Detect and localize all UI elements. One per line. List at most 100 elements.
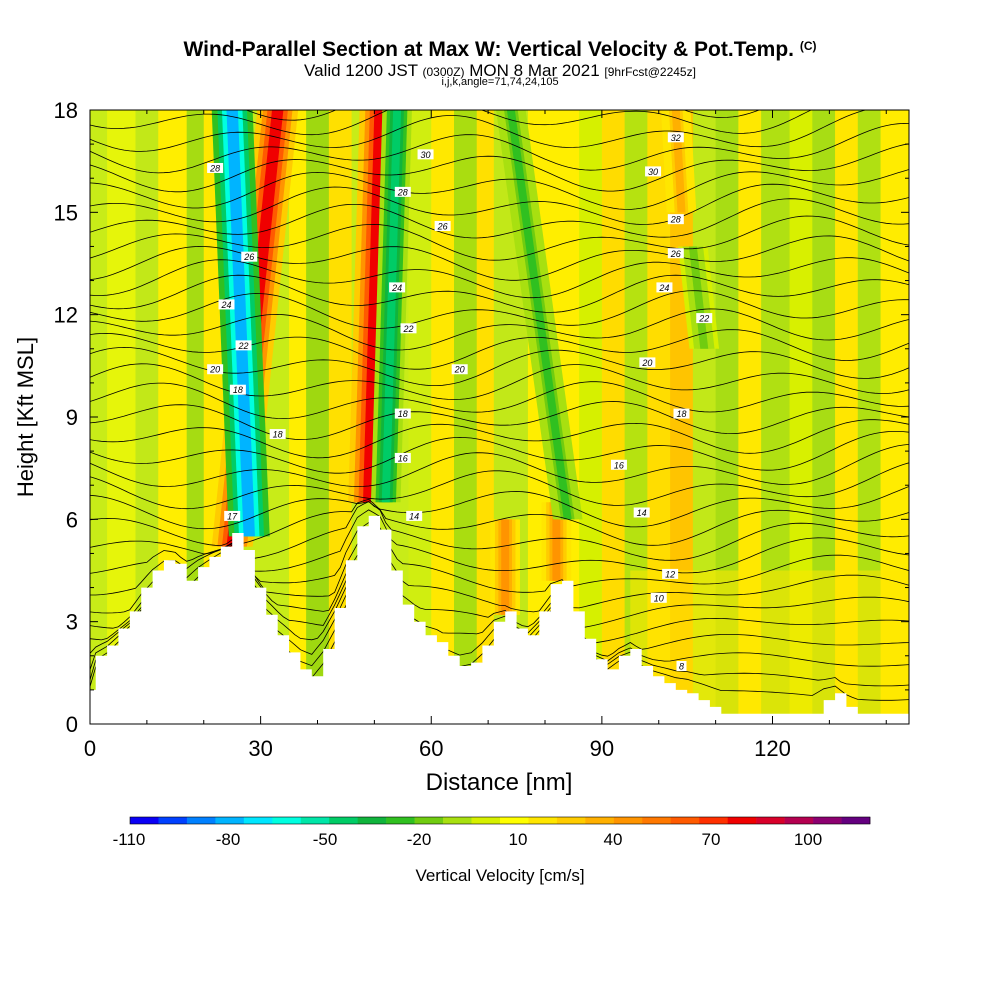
colorbar-swatch [414, 817, 444, 824]
theta-label: 18 [233, 385, 243, 395]
theta-label-bg [650, 592, 667, 603]
theta-contour-line [90, 66, 909, 103]
theta-label: 22 [698, 314, 709, 324]
colorbar-swatch [642, 817, 672, 824]
colorbar-swatch [471, 817, 501, 824]
colorbar-swatch [528, 817, 558, 824]
colorbar-swatch [386, 817, 415, 824]
colorbar-tick-label: -50 [313, 830, 338, 849]
updraft-core [501, 519, 510, 615]
colorbar-swatch [756, 817, 785, 824]
colorbar-frame [129, 816, 871, 825]
axes: 0 3 6 9 12 15 18 0 30 60 90 120 [54, 98, 909, 761]
colorbar: -110 -80 -50 -20 10 40 70 100 [113, 816, 871, 849]
theta-label: 8 [679, 662, 684, 672]
theta-contour-line [90, 308, 909, 351]
theta-label-bg [389, 282, 406, 293]
theta-label-bg [224, 510, 241, 521]
theta-contour-line [90, 215, 909, 261]
theta-contour-line [90, 169, 909, 210]
theta-contour-line [90, 419, 909, 459]
colorbar-tick-label: 10 [509, 830, 528, 849]
theta-label: 10 [654, 593, 664, 603]
colorbar-swatch [329, 817, 358, 824]
theta-label: 30 [648, 167, 658, 177]
colorbar-swatch [357, 817, 387, 824]
chart-subtitle: Valid 1200 JST (0300Z) MON 8 Mar 2021 [9… [304, 61, 696, 80]
colorbar-swatch [585, 817, 615, 824]
updraft-core [552, 502, 561, 581]
y-tick-label: 18 [54, 98, 78, 123]
colorbar-swatch [443, 817, 472, 824]
theta-label: 26 [437, 221, 448, 231]
theta-contour-line [90, 274, 909, 313]
theta-label: 16 [614, 460, 624, 470]
colorbar-tick-label: -110 [113, 830, 146, 849]
colorbar-tick-label: 40 [604, 830, 623, 849]
theta-label-bg [394, 408, 411, 419]
theta-label-bg [235, 340, 252, 351]
theta-label-bg [639, 357, 656, 368]
theta-label-bg [610, 459, 627, 470]
theta-label-bg [696, 313, 713, 324]
theta-contour-line [90, 183, 909, 225]
downdraft-core [381, 110, 402, 503]
x-axis-label: Distance [nm] [426, 769, 573, 796]
theta-contour-line [90, 110, 812, 136]
theta-label-bg [645, 166, 662, 177]
theta-label: 22 [238, 341, 249, 351]
y-tick-label: 3 [66, 610, 78, 635]
colorbar-swatch [841, 817, 871, 824]
theta-label-bg [673, 408, 690, 419]
y-tick-label: 9 [66, 405, 78, 430]
colorbar-swatch [300, 817, 330, 824]
theta-label: 20 [641, 358, 652, 368]
theta-contour-line [90, 401, 909, 440]
theta-contour-line [90, 346, 909, 386]
theta-contour-line [90, 498, 909, 547]
velocity-band [431, 110, 455, 724]
colorbar-swatch [130, 817, 159, 824]
colorbar-swatch [272, 817, 302, 824]
velocity-band [306, 110, 330, 724]
theta-contour-line [90, 381, 909, 420]
chart-indices: i,j,k,angle=71,74,24,105 [441, 76, 559, 88]
theta-label: 24 [658, 283, 669, 293]
theta-label: 18 [273, 430, 283, 440]
theta-contours [90, 66, 909, 701]
downdraft-core [688, 246, 709, 349]
terrain-layer [90, 515, 909, 724]
theta-label: 18 [676, 409, 686, 419]
theta-label-bg [667, 248, 684, 259]
colorbar-swatch [158, 817, 188, 824]
theta-label-bg [394, 452, 411, 463]
theta-contour-line [90, 363, 909, 401]
theta-label-bg [207, 364, 224, 375]
x-tick-label: 0 [84, 736, 96, 761]
x-tick-label: 30 [248, 736, 272, 761]
colorbar-swatch [556, 817, 586, 824]
theta-label-bg [207, 162, 224, 173]
theta-label: 14 [409, 511, 419, 521]
theta-label: 18 [398, 409, 408, 419]
theta-label-bg [656, 282, 673, 293]
downdraft-core [226, 110, 255, 537]
theta-contour-line [90, 290, 909, 329]
theta-label-bg [269, 429, 286, 440]
colorbar-tick-label: 70 [702, 830, 721, 849]
theta-label-bg [241, 251, 258, 262]
theta-label: 30 [421, 150, 431, 160]
theta-label-bg [434, 220, 451, 231]
downdraft-core [506, 110, 572, 520]
theta-label-bg [676, 661, 687, 672]
colorbar-tick-label: -20 [407, 830, 432, 849]
y-tick-label: 6 [66, 507, 78, 532]
theta-label-bg [451, 364, 468, 375]
theta-label: 22 [402, 324, 413, 334]
colorbar-swatch [699, 817, 728, 824]
theta-label-bg [667, 132, 684, 143]
velocity-band [476, 110, 495, 724]
terrain [90, 515, 909, 724]
chart-title: Wind-Parallel Section at Max W: Vertical… [183, 38, 817, 61]
